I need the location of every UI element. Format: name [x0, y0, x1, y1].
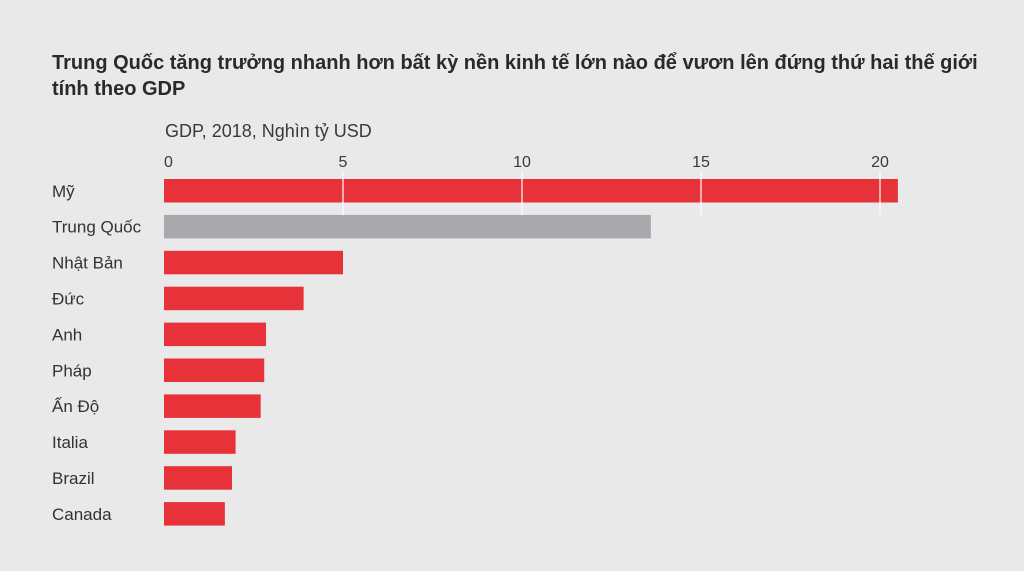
category-label-phap: Pháp [52, 361, 92, 380]
bar-my [164, 179, 898, 203]
x-tick-label-20: 20 [871, 154, 889, 171]
category-label-italia: Italia [52, 433, 88, 452]
category-labels-group: Mỹ Trung Quốc Nhật Bản Đức Anh Pháp Ấn Độ Itali… [52, 182, 142, 524]
bar-phap [164, 358, 265, 382]
x-tick-label-15: 15 [692, 154, 710, 171]
x-tick-label-10: 10 [513, 154, 531, 171]
axis-caption: GDP, 2018, Nghìn tỷ USD [165, 121, 372, 141]
category-label-trung-quoc: Trung Quốc [52, 218, 142, 237]
bars-group [164, 179, 898, 526]
category-label-an-do: Ấn Độ [52, 397, 99, 416]
x-tick-labels-group: 0 5 10 15 20 [164, 154, 889, 171]
x-tick-label-5: 5 [339, 154, 348, 171]
bar-brazil [164, 466, 233, 490]
category-label-canada: Canada [52, 505, 112, 524]
gridlines-group [342, 172, 881, 215]
bar-an-do [164, 394, 261, 418]
bar-nhat-ban [164, 250, 343, 275]
chart-title: Trung Quốc tăng trưởng nhanh hơn bất kỳ … [52, 52, 978, 100]
category-label-nhat-ban: Nhật Bản [52, 254, 123, 273]
bar-anh [164, 322, 267, 347]
bar-trung-quoc [164, 214, 651, 239]
category-label-duc: Đức [52, 289, 85, 308]
category-label-my: Mỹ [52, 182, 75, 201]
bar-canada [164, 502, 225, 526]
category-label-brazil: Brazil [52, 469, 95, 488]
x-tick-label-0: 0 [164, 154, 173, 171]
category-label-anh: Anh [52, 325, 82, 344]
bar-duc [164, 286, 304, 311]
bar-italia [164, 430, 236, 454]
